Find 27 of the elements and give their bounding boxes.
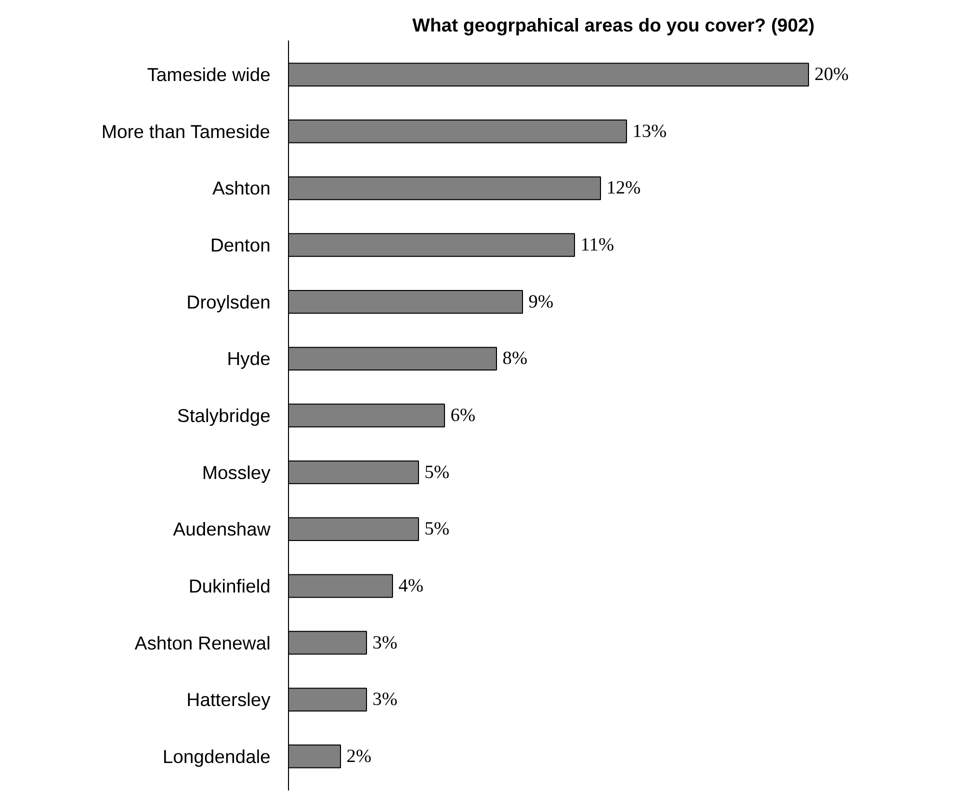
data-label: 3% xyxy=(372,632,398,654)
y-tick-label: Hyde xyxy=(226,348,271,370)
chart-title: What geogrpahical areas do you cover? (902) xyxy=(412,14,815,36)
data-label: 11% xyxy=(580,234,614,256)
data-label: 4% xyxy=(398,575,424,596)
data-label: 13% xyxy=(632,120,667,142)
y-tick-label: Ashton xyxy=(212,178,271,199)
data-label: 6% xyxy=(450,405,476,426)
y-tick-label: Ashton Renewal xyxy=(134,632,270,654)
data-label: 5% xyxy=(424,518,450,540)
y-tick-label: Hattersley xyxy=(186,689,272,710)
y-tick-label: Tameside wide xyxy=(147,64,271,86)
y-tick-label: More than Tameside xyxy=(101,120,270,142)
y-tick-label: Audenshaw xyxy=(173,518,272,540)
data-label: 9% xyxy=(528,291,554,312)
data-label: 3% xyxy=(372,689,398,710)
y-tick-label: Longdendale xyxy=(162,746,271,767)
data-label: 8% xyxy=(502,348,528,370)
y-tick-label: Stalybridge xyxy=(177,405,271,426)
y-tick-label: Denton xyxy=(210,234,271,256)
y-tick-label: Mossley xyxy=(202,462,272,483)
data-label: 12% xyxy=(606,178,641,199)
data-label: 2% xyxy=(346,746,372,767)
data-label: 5% xyxy=(424,462,450,483)
y-tick-label: Dukinfield xyxy=(188,575,270,596)
y-tick-label: Droylsden xyxy=(186,291,271,312)
data-label: 20% xyxy=(814,64,849,86)
